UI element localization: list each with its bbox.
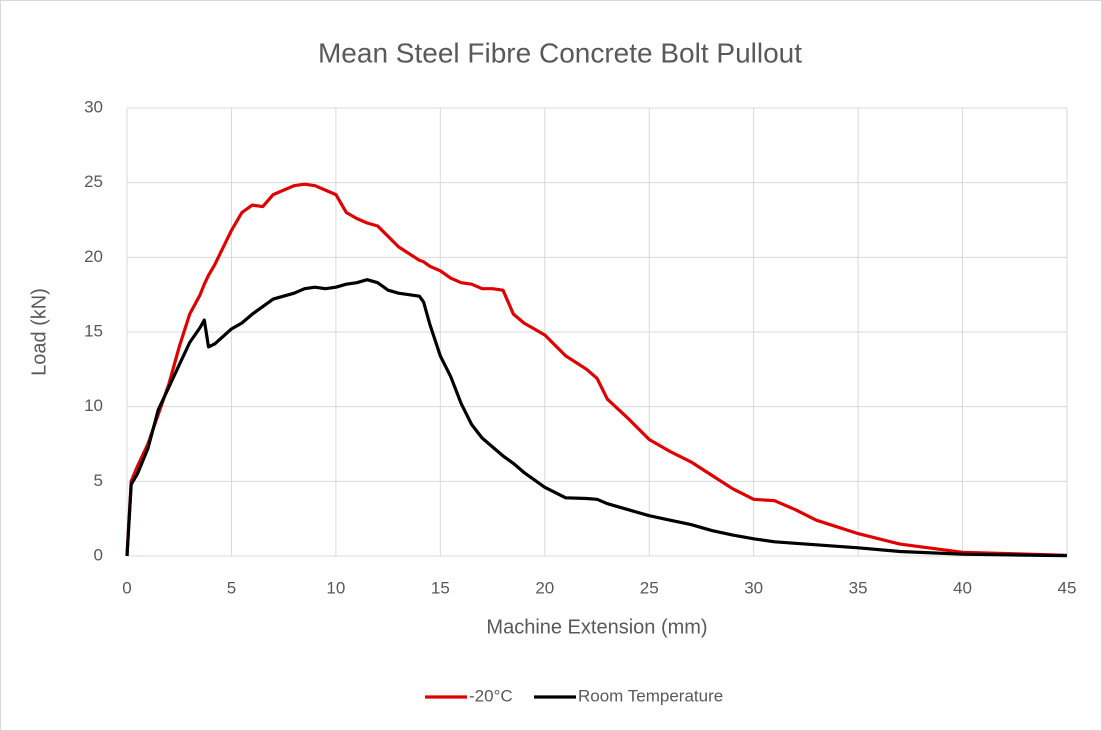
x-tick-label: 30	[744, 578, 763, 597]
y-axis-label: Load (kN)	[28, 288, 50, 376]
legend-label: -20°C	[469, 686, 513, 705]
y-tick-label: 25	[84, 172, 103, 191]
y-tick-label: 30	[84, 97, 103, 116]
x-tick-label: 40	[953, 578, 972, 597]
legend-label: Room Temperature	[578, 686, 723, 705]
x-tick-label: 10	[326, 578, 345, 597]
y-tick-label: 10	[84, 396, 103, 415]
y-tick-label: 15	[84, 321, 103, 340]
x-tick-label: 25	[640, 578, 659, 597]
y-tick-label: 20	[84, 247, 103, 266]
x-tick-label: 35	[849, 578, 868, 597]
data-line	[125, 278, 1068, 558]
chart-title: Mean Steel Fibre Concrete Bolt Pullout	[318, 37, 802, 68]
x-axis-label: Machine Extension (mm)	[486, 616, 707, 638]
x-tick-label: 0	[122, 578, 131, 597]
data-line	[125, 182, 1068, 557]
x-tick-label: 15	[431, 578, 450, 597]
y-tick-label: 5	[94, 471, 103, 490]
x-tick-label: 20	[535, 578, 554, 597]
x-tick-label: 5	[227, 578, 236, 597]
y-tick-label: 0	[94, 545, 103, 564]
x-tick-label: 45	[1058, 578, 1077, 597]
